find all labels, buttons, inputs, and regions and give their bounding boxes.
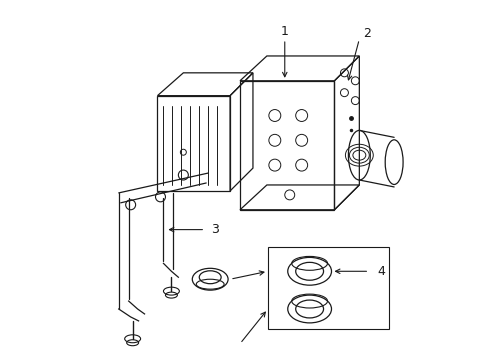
Text: 4: 4 <box>376 265 385 278</box>
Text: 1: 1 <box>280 24 288 38</box>
Bar <box>267 247 388 329</box>
Text: 3: 3 <box>211 223 219 236</box>
Text: 2: 2 <box>363 27 370 40</box>
